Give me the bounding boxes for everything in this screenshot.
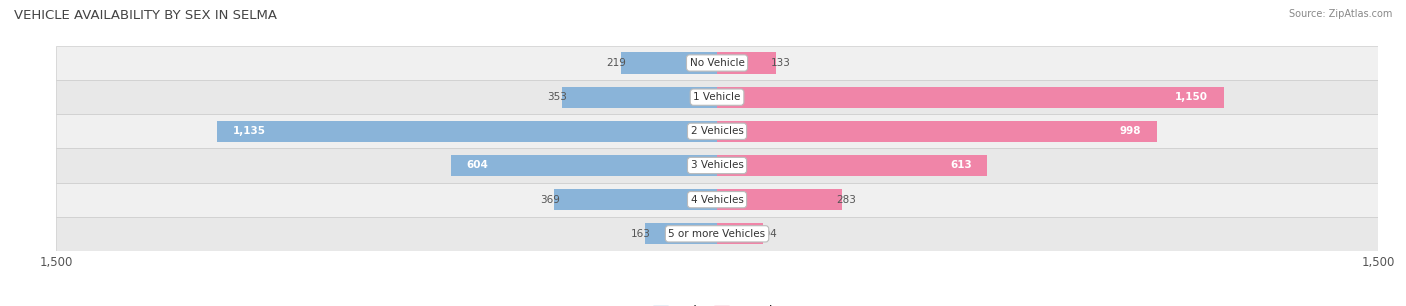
- Bar: [451, 155, 717, 176]
- Bar: [717, 121, 1157, 142]
- Bar: [620, 52, 717, 73]
- Bar: [554, 189, 717, 210]
- Text: VEHICLE AVAILABILITY BY SEX IN SELMA: VEHICLE AVAILABILITY BY SEX IN SELMA: [14, 9, 277, 22]
- Bar: [217, 121, 717, 142]
- Text: 2 Vehicles: 2 Vehicles: [690, 126, 744, 136]
- Bar: [56, 148, 1378, 183]
- Text: 283: 283: [837, 195, 856, 205]
- Bar: [717, 52, 776, 73]
- Bar: [56, 114, 1378, 148]
- Bar: [717, 223, 763, 244]
- Legend: Male, Female: Male, Female: [648, 300, 786, 306]
- Text: 369: 369: [540, 195, 560, 205]
- Text: 104: 104: [758, 229, 778, 239]
- Bar: [56, 217, 1378, 251]
- Text: 5 or more Vehicles: 5 or more Vehicles: [668, 229, 766, 239]
- Bar: [56, 183, 1378, 217]
- Bar: [645, 223, 717, 244]
- Text: 3 Vehicles: 3 Vehicles: [690, 160, 744, 170]
- Bar: [717, 87, 1223, 108]
- Bar: [717, 155, 987, 176]
- Bar: [717, 189, 842, 210]
- Text: 133: 133: [770, 58, 790, 68]
- Bar: [561, 87, 717, 108]
- Bar: [56, 46, 1378, 80]
- Text: 1,135: 1,135: [232, 126, 266, 136]
- Text: 613: 613: [950, 160, 972, 170]
- Text: 1 Vehicle: 1 Vehicle: [693, 92, 741, 102]
- Text: Source: ZipAtlas.com: Source: ZipAtlas.com: [1288, 9, 1392, 19]
- Text: 604: 604: [467, 160, 488, 170]
- Bar: [56, 80, 1378, 114]
- Text: No Vehicle: No Vehicle: [689, 58, 745, 68]
- Text: 219: 219: [606, 58, 626, 68]
- Text: 1,150: 1,150: [1175, 92, 1208, 102]
- Text: 998: 998: [1119, 126, 1142, 136]
- Text: 353: 353: [547, 92, 567, 102]
- Text: 4 Vehicles: 4 Vehicles: [690, 195, 744, 205]
- Text: 163: 163: [631, 229, 651, 239]
